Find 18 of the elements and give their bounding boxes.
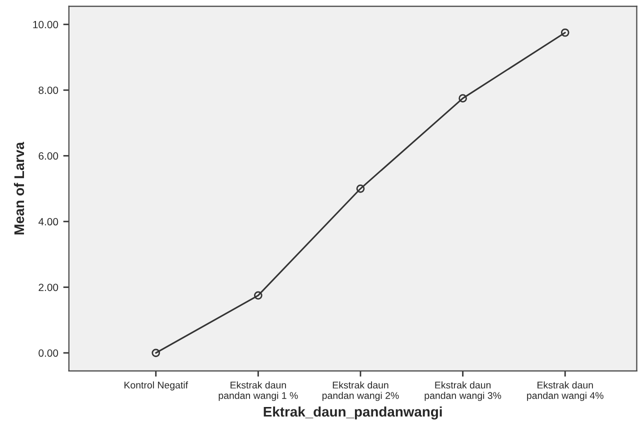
y-tick-label: 4.00 (38, 218, 58, 226)
point (356, 184, 365, 193)
point (560, 28, 570, 37)
x-tick-label: Ekstrak daun pandan wangi 1 % (218, 381, 298, 401)
y-tick-label: 2.00 (38, 284, 58, 292)
y-tick-label: 0.00 (38, 349, 58, 357)
x-tick-label: Kontrol Negatif (124, 381, 188, 390)
y-tick-label: 6.00 (38, 152, 58, 160)
y-tick-label: 10.00 (33, 20, 58, 28)
x-tick-label: Ekstrak daun pandan wangi 4% (527, 381, 604, 401)
x-tick-label: Ekstrak daun pandan wangi 2% (322, 381, 399, 401)
y-axis-title: Mean of Larva (14, 142, 24, 234)
x-tick-label: Ekstrak daun pandan wangi 3% (424, 381, 502, 401)
y-tick-label: 8.00 (38, 86, 58, 94)
point (458, 94, 467, 102)
point (152, 348, 160, 358)
point (254, 291, 262, 300)
x-axis-title: Ektrak_daun_pandanwangi (264, 406, 442, 420)
